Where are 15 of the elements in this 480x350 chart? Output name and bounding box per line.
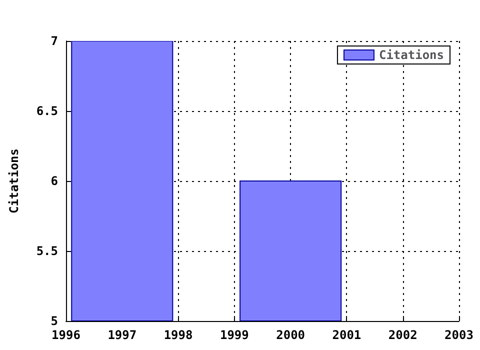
y-tick-label: 5: [50, 314, 58, 328]
x-tick-label: 2002: [388, 328, 418, 342]
x-tick-label: 2001: [332, 328, 362, 342]
x-tick-label: 1998: [164, 328, 193, 342]
y-tick-label: 6: [50, 174, 58, 188]
x-tick-label: 2003: [444, 328, 474, 342]
y-tick-label: 5.5: [36, 244, 58, 258]
x-tick-label: 1996: [52, 328, 80, 342]
legend-label: Citations: [378, 48, 444, 62]
y-axis-title: Citations: [7, 148, 21, 214]
x-tick-label: 1997: [108, 328, 137, 342]
x-tick-label: 1999: [220, 328, 249, 342]
y-tick-label: 7: [50, 34, 58, 48]
x-tick-label: 2000: [276, 328, 306, 342]
y-tick-label: 6.5: [36, 104, 58, 118]
